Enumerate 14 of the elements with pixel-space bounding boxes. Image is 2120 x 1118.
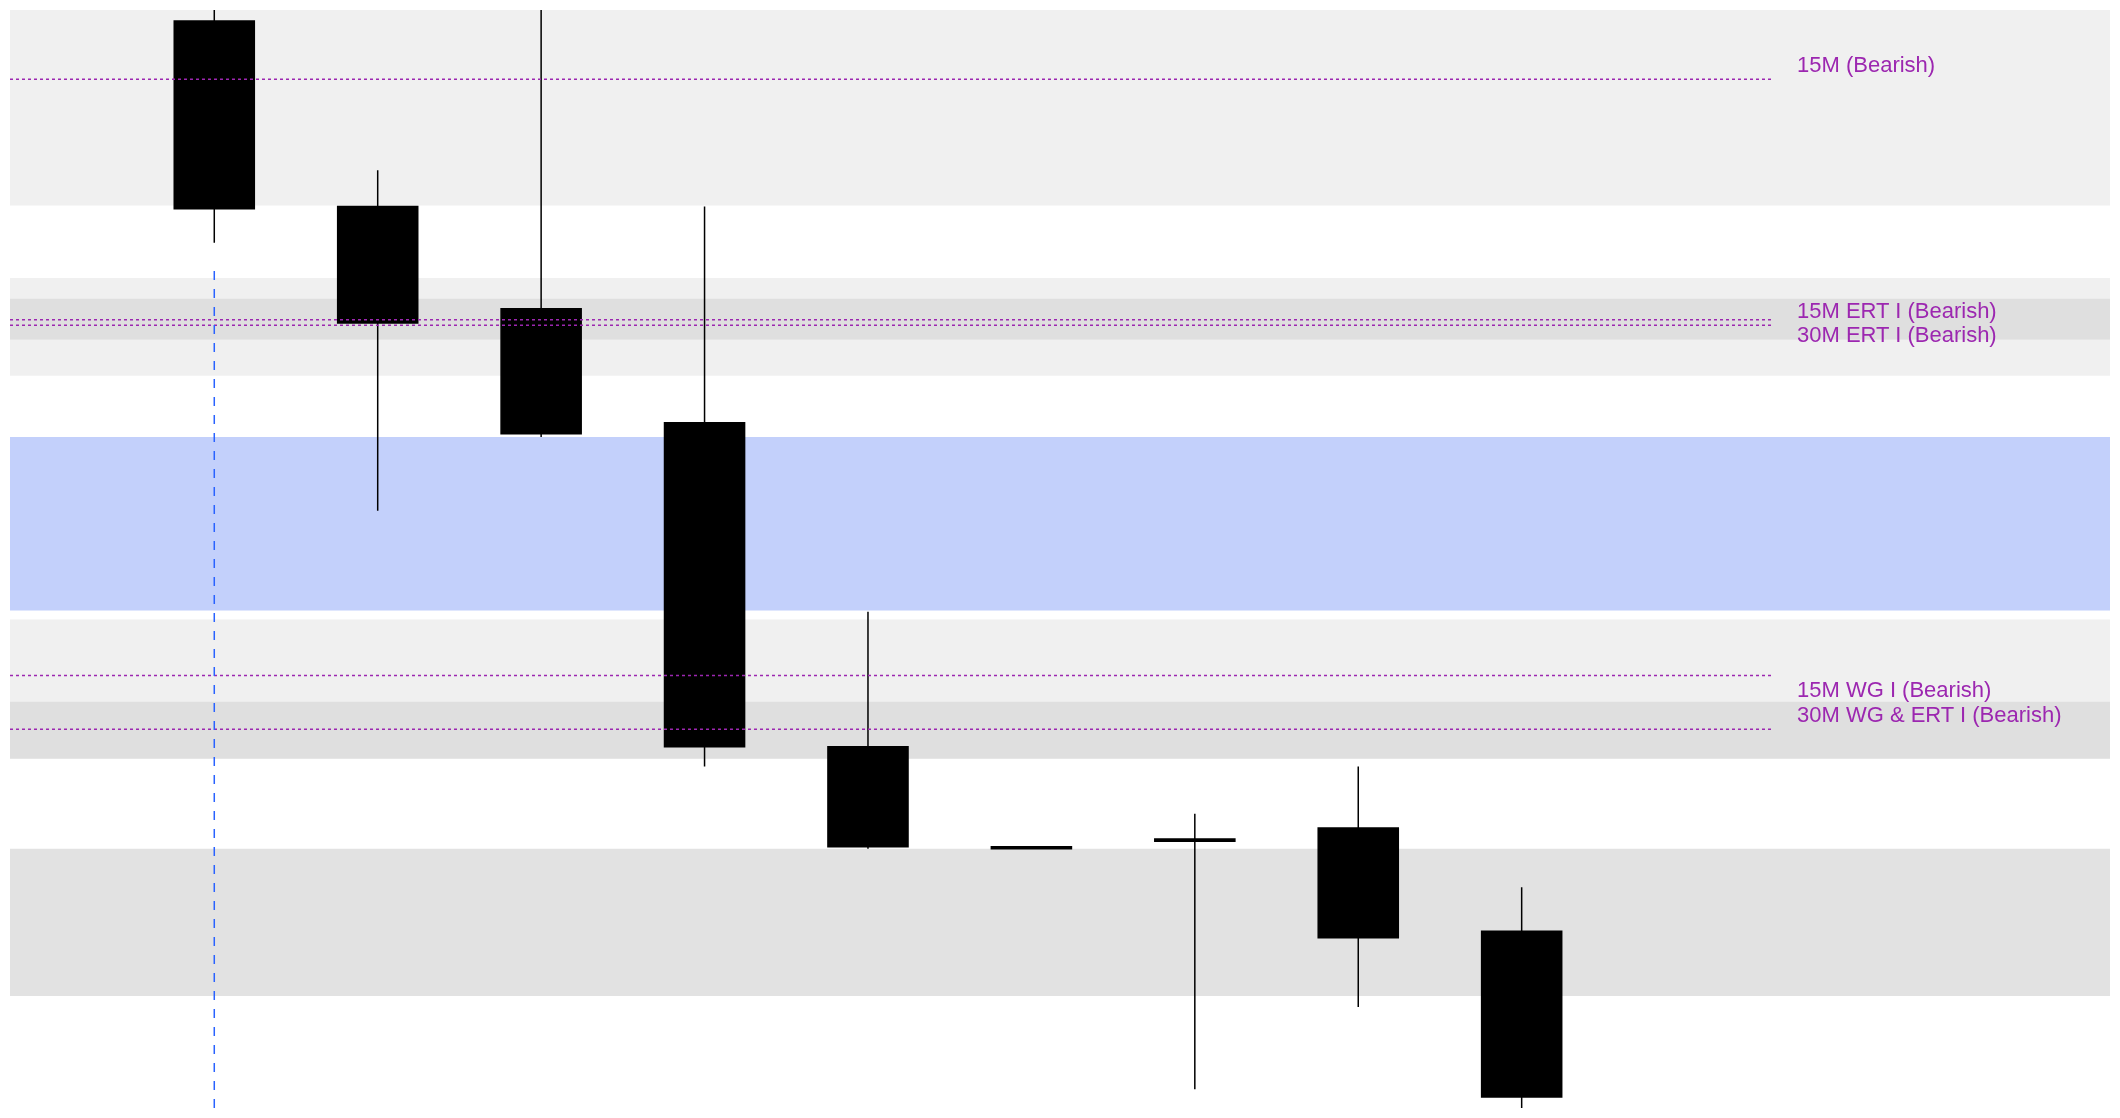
ref-line-label: 30M WG & ERT I (Bearish) — [1797, 702, 2062, 727]
ref-line-label: 15M WG I (Bearish) — [1797, 677, 1992, 702]
candlestick — [1480, 886, 1563, 1108]
candlestick — [1154, 812, 1236, 1091]
candlestick — [1317, 765, 1400, 1008]
candlestick — [827, 610, 909, 850]
ref-line-label: 15M (Bearish) — [1797, 52, 1936, 77]
candlestick — [500, 10, 582, 438]
candlestick — [173, 10, 256, 244]
candlestick — [336, 169, 419, 512]
candlestick — [663, 205, 746, 768]
ref-line-label: 30M ERT I (Bearish) — [1797, 322, 1997, 347]
candlestick — [990, 845, 1073, 850]
ref-line-label: 15M ERT I (Bearish) — [1797, 298, 1997, 323]
